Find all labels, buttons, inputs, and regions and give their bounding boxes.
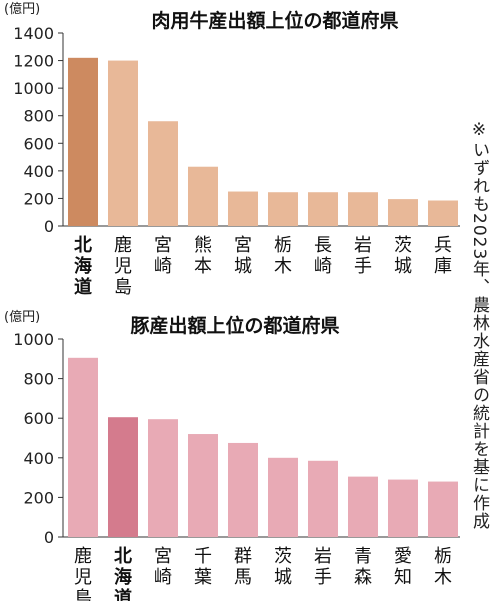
- chart1-category-label: 岩: [354, 235, 372, 256]
- chart2-category-label: 手: [314, 567, 332, 588]
- chart1-ytick-label: 800: [23, 107, 54, 126]
- chart2-bar: [188, 434, 218, 537]
- chart1-title: 肉用牛産出額上位の都道府県: [151, 9, 398, 32]
- chart1-category-label: 島: [114, 277, 132, 298]
- chart2-category-label: 馬: [234, 567, 252, 588]
- chart2-category-label: 千: [194, 546, 212, 567]
- chart2-category-label: 宮: [154, 546, 172, 567]
- chart2-category-label: 崎: [154, 567, 172, 588]
- chart1-ytick-label: 600: [23, 134, 54, 153]
- chart2-bar: [68, 357, 98, 537]
- chart2-category-label: 木: [434, 567, 452, 588]
- chart2-ytick-label: 200: [23, 488, 54, 507]
- chart1-category-label: 北: [74, 235, 92, 256]
- chart1-bar: [308, 192, 338, 226]
- chart1-category-label: 城: [234, 256, 252, 277]
- chart1-ytick-label: 200: [23, 189, 54, 208]
- chart2-category-label: 知: [394, 567, 412, 588]
- chart1-category-label: 道: [74, 276, 92, 298]
- chart2-category-label: 北: [114, 546, 132, 567]
- chart2-bar: [348, 476, 378, 537]
- chart1-ytick-label: 1400: [13, 24, 54, 43]
- chart1-ytick-label: 1200: [13, 52, 54, 71]
- chart2-category-label: 道: [114, 587, 132, 601]
- chart1-category-label: 茨: [394, 235, 412, 256]
- chart1-category-label: 海: [74, 255, 92, 277]
- chart1-bar: [348, 192, 378, 226]
- chart2-category-label: 児: [74, 567, 92, 588]
- chart2-bar: [308, 460, 338, 537]
- chart2-bar: [148, 419, 178, 537]
- chart1-category-label: 崎: [314, 256, 332, 277]
- chart2-category-label: 岩: [314, 546, 332, 567]
- chart1-ytick-label: 1000: [13, 79, 54, 98]
- chart2-category-label: 森: [354, 567, 372, 588]
- chart1-category-label: 庫: [434, 256, 452, 277]
- chart2-category-label: 島: [74, 588, 92, 601]
- chart1-bar: [188, 166, 218, 226]
- chart1-category-label: 城: [394, 256, 412, 277]
- chart1-unit-label: (億円): [4, 1, 40, 17]
- chart2-bar: [108, 417, 138, 537]
- chart2-category-label: 栃: [434, 546, 452, 567]
- chart2-category-label: 鹿: [74, 546, 92, 567]
- chart2-bar: [268, 457, 298, 537]
- chart1-category-label: 木: [274, 256, 292, 277]
- chart2-category-label: 群: [234, 546, 252, 567]
- chart1-ytick-label: 400: [23, 162, 54, 181]
- chart2-ytick-label: 1000: [13, 330, 54, 349]
- chart1-category-label: 栃: [274, 235, 292, 256]
- chart2-ytick-label: 600: [23, 409, 54, 428]
- chart1-category-label: 兵: [434, 235, 452, 256]
- chart1-bar: [428, 200, 458, 226]
- chart1-bar: [68, 57, 98, 226]
- source-note: ※いずれも2023年、農林水産省の統計を基に作成: [469, 120, 489, 531]
- chart2-ytick-label: 800: [23, 370, 54, 389]
- chart2-title: 豚産出額上位の都道府県: [130, 314, 339, 337]
- chart1-category-label: 崎: [154, 256, 172, 277]
- chart2-category-label: 葉: [194, 567, 212, 588]
- chart2-unit-label: (億円): [4, 309, 40, 325]
- chart2-ytick-label: 0: [44, 528, 54, 547]
- chart1-bar: [228, 191, 258, 226]
- chart1-bar: [108, 60, 138, 227]
- chart1-bar: [388, 199, 418, 226]
- chart1-ytick-label: 0: [44, 217, 54, 236]
- chart2-bar: [388, 479, 418, 537]
- chart2-bar: [428, 481, 458, 537]
- chart1-category-label: 宮: [154, 235, 172, 256]
- chart2-category-label: 青: [354, 546, 372, 567]
- chart1-category-label: 宮: [234, 235, 252, 256]
- chart1-category-label: 手: [354, 256, 372, 277]
- chart1-bar: [268, 192, 298, 226]
- chart2-ytick-label: 400: [23, 449, 54, 468]
- chart2-category-label: 海: [114, 566, 132, 588]
- chart1-category-label: 児: [114, 256, 132, 277]
- chart2-category-label: 茨: [274, 546, 292, 567]
- chart1-category-label: 熊: [194, 235, 212, 256]
- chart2-category-label: 愛: [394, 546, 412, 567]
- chart2-category-label: 城: [274, 567, 292, 588]
- chart1-category-label: 長: [314, 235, 332, 256]
- chart1-category-label: 鹿: [114, 235, 132, 256]
- chart1-bar: [148, 121, 178, 226]
- chart2-bar: [228, 442, 258, 537]
- chart1-category-label: 本: [194, 256, 212, 277]
